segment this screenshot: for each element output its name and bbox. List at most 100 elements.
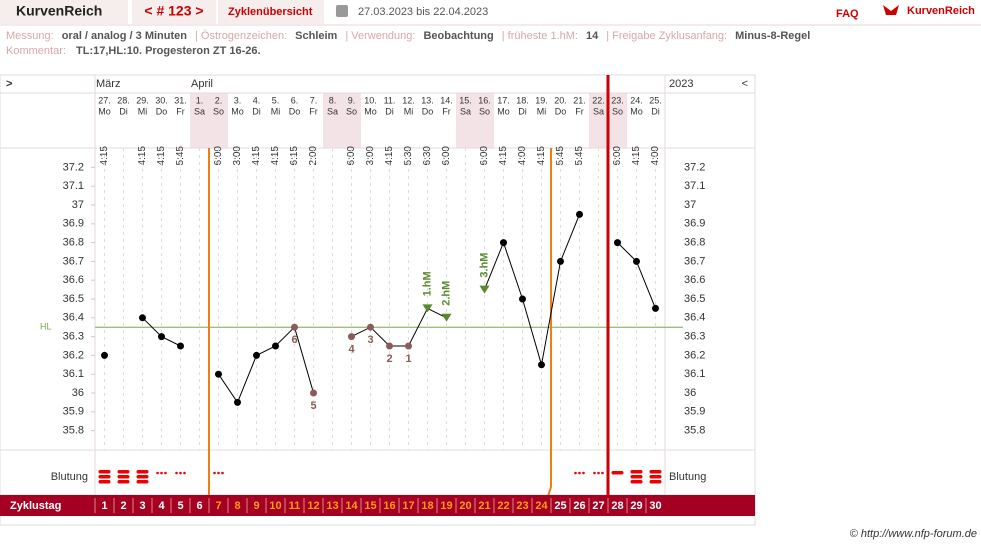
y-tick-label: 36.9 xyxy=(63,218,84,230)
cycle-day: 23 xyxy=(516,500,528,512)
date: 5. xyxy=(272,95,280,105)
weekday: So xyxy=(479,106,490,116)
nav-box[interactable] xyxy=(132,0,216,24)
y-tick-label-right: 36.6 xyxy=(684,274,705,286)
bleeding-spot xyxy=(213,471,216,475)
weekday: Mo xyxy=(364,106,377,116)
info-value: Beobachtung xyxy=(423,30,493,42)
y-tick-label-right: 36.9 xyxy=(684,218,705,230)
bleeding-heavy xyxy=(98,470,111,474)
bleeding-heavy xyxy=(98,475,111,479)
weekend-shade xyxy=(190,93,209,148)
weekend-shade xyxy=(209,93,228,148)
temperature-point xyxy=(253,351,260,359)
cycle-day: 30 xyxy=(649,500,661,512)
bleeding-heavy xyxy=(136,480,149,484)
y-tick-label: 36.8 xyxy=(63,237,84,249)
date: 27. xyxy=(98,95,111,105)
bleeding-heavy xyxy=(630,480,643,484)
cycle-day: 11 xyxy=(289,500,301,512)
date: 29. xyxy=(136,95,149,105)
faq-link[interactable]: FAQ xyxy=(836,8,859,20)
y-tick-label: 37.2 xyxy=(63,161,84,173)
weekday: Sa xyxy=(593,106,604,116)
chart: > <2023März27.Mo4:1528.Di29.Mi4:1530.Do4:… xyxy=(0,74,756,526)
weekday: So xyxy=(213,106,224,116)
weekday: Mi xyxy=(537,106,547,116)
info-label: | Verwendung: xyxy=(345,30,415,42)
y-tick-label: 37.1 xyxy=(63,180,84,192)
cycle-day: 20 xyxy=(459,500,471,512)
y-tick-label: 36.6 xyxy=(63,274,84,286)
temperature-point xyxy=(500,239,507,247)
weekday: So xyxy=(612,106,623,116)
bleeding-spot xyxy=(156,471,159,475)
info-label: Messung: xyxy=(6,30,54,42)
bleeding-heavy xyxy=(649,475,662,479)
overview-box[interactable] xyxy=(218,0,324,24)
date: 12. xyxy=(402,95,415,105)
weekday: Mo xyxy=(98,106,111,116)
month: April xyxy=(191,78,213,90)
bleeding-spot xyxy=(160,471,163,475)
weekend-shade xyxy=(342,93,361,148)
y-tick-label-right: 37 xyxy=(684,199,696,211)
brand-box xyxy=(0,0,128,24)
bleeding-spot xyxy=(183,471,186,475)
bleeding-spot xyxy=(582,471,585,475)
cycle-day: 24 xyxy=(535,500,548,512)
cycle-day: 3 xyxy=(139,500,145,512)
y-tick-label-right: 36.5 xyxy=(684,293,705,305)
y-tick-label: 36.2 xyxy=(63,349,84,361)
bleeding-heavy xyxy=(630,470,643,474)
cycle-label: Zyklustag xyxy=(10,500,61,512)
weekday: Di xyxy=(119,106,128,116)
cycle-day: 28 xyxy=(611,500,623,512)
weekday: Sa xyxy=(327,106,338,116)
bleeding-label-right: Blutung xyxy=(669,471,706,483)
temperature-point xyxy=(367,323,374,331)
year: 2023 xyxy=(669,78,693,90)
cycle-nav[interactable]: < # 123 > xyxy=(144,3,203,19)
cycle-day: 5 xyxy=(177,500,183,512)
weekday: Di xyxy=(651,106,660,116)
bleeding-heavy xyxy=(136,470,149,474)
cycle-day: 29 xyxy=(630,500,642,512)
cycle-day: 1 xyxy=(101,500,107,512)
weekday: Fr xyxy=(575,106,584,116)
temperature-point xyxy=(519,295,526,303)
temperature-point xyxy=(652,304,659,312)
weekday: Do xyxy=(289,106,301,116)
hm-label: 2.hM xyxy=(440,281,452,306)
cycle-day: 22 xyxy=(497,500,509,512)
hl-label: HL xyxy=(40,322,52,332)
weekday: Mi xyxy=(271,106,281,116)
point-label: 6 xyxy=(291,334,297,346)
bleeding-spot xyxy=(601,471,604,475)
temperature-point xyxy=(576,210,583,218)
date-range: 27.03.2023 bis 22.04.2023 xyxy=(358,6,488,18)
print-icon[interactable] xyxy=(336,5,348,17)
temperature-point xyxy=(291,323,298,331)
temperature-point xyxy=(234,398,241,406)
info-label: | Freigabe Zyklusanfang: xyxy=(606,30,727,42)
point-label: 4 xyxy=(348,344,355,356)
point-label: 5 xyxy=(310,400,316,412)
weekday: Do xyxy=(555,106,567,116)
date: 2. xyxy=(215,95,223,105)
date: 28. xyxy=(117,95,130,105)
comment-label: Kommentar: xyxy=(6,45,66,57)
logo-text: KurvenReich xyxy=(907,5,975,17)
weekday: So xyxy=(346,106,357,116)
hm-point xyxy=(441,313,452,322)
date: 14. xyxy=(440,95,453,105)
temperature-point xyxy=(101,351,108,359)
date: 1. xyxy=(196,95,204,105)
overview-link[interactable]: Zyklenübersicht xyxy=(228,6,313,18)
temperature-point xyxy=(405,342,412,350)
bleeding-light xyxy=(611,471,624,475)
cycle-row xyxy=(0,495,755,516)
cycle-day: 15 xyxy=(364,500,376,512)
date: 6. xyxy=(291,95,299,105)
temperature-point xyxy=(614,239,621,247)
